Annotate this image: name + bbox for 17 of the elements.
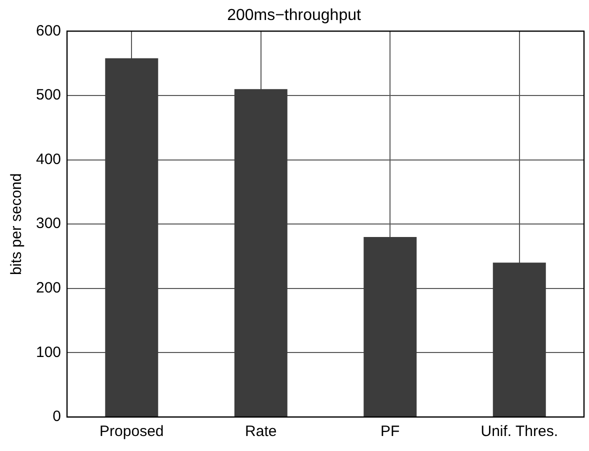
chart-title: 200ms−throughput (227, 7, 362, 24)
y-tick-label: 200 (36, 280, 62, 297)
y-tick-label: 500 (36, 86, 62, 104)
y-tick-label: 100 (36, 344, 62, 361)
y-tick-label: 400 (36, 150, 62, 168)
x-tick-label: Proposed (100, 423, 164, 440)
bar (105, 58, 158, 416)
x-tick-label: Unif. Thres. (480, 423, 558, 440)
x-tick-label: PF (380, 423, 400, 440)
y-tick-label: 300 (36, 215, 62, 232)
bar (364, 236, 417, 416)
x-tick-label: Rate (245, 423, 277, 440)
y-tick-label: 0 (52, 408, 62, 426)
y-axis-title: bits per second (8, 173, 26, 275)
bar (492, 262, 546, 416)
bar (234, 89, 288, 416)
y-tick-label: 600 (36, 22, 62, 40)
